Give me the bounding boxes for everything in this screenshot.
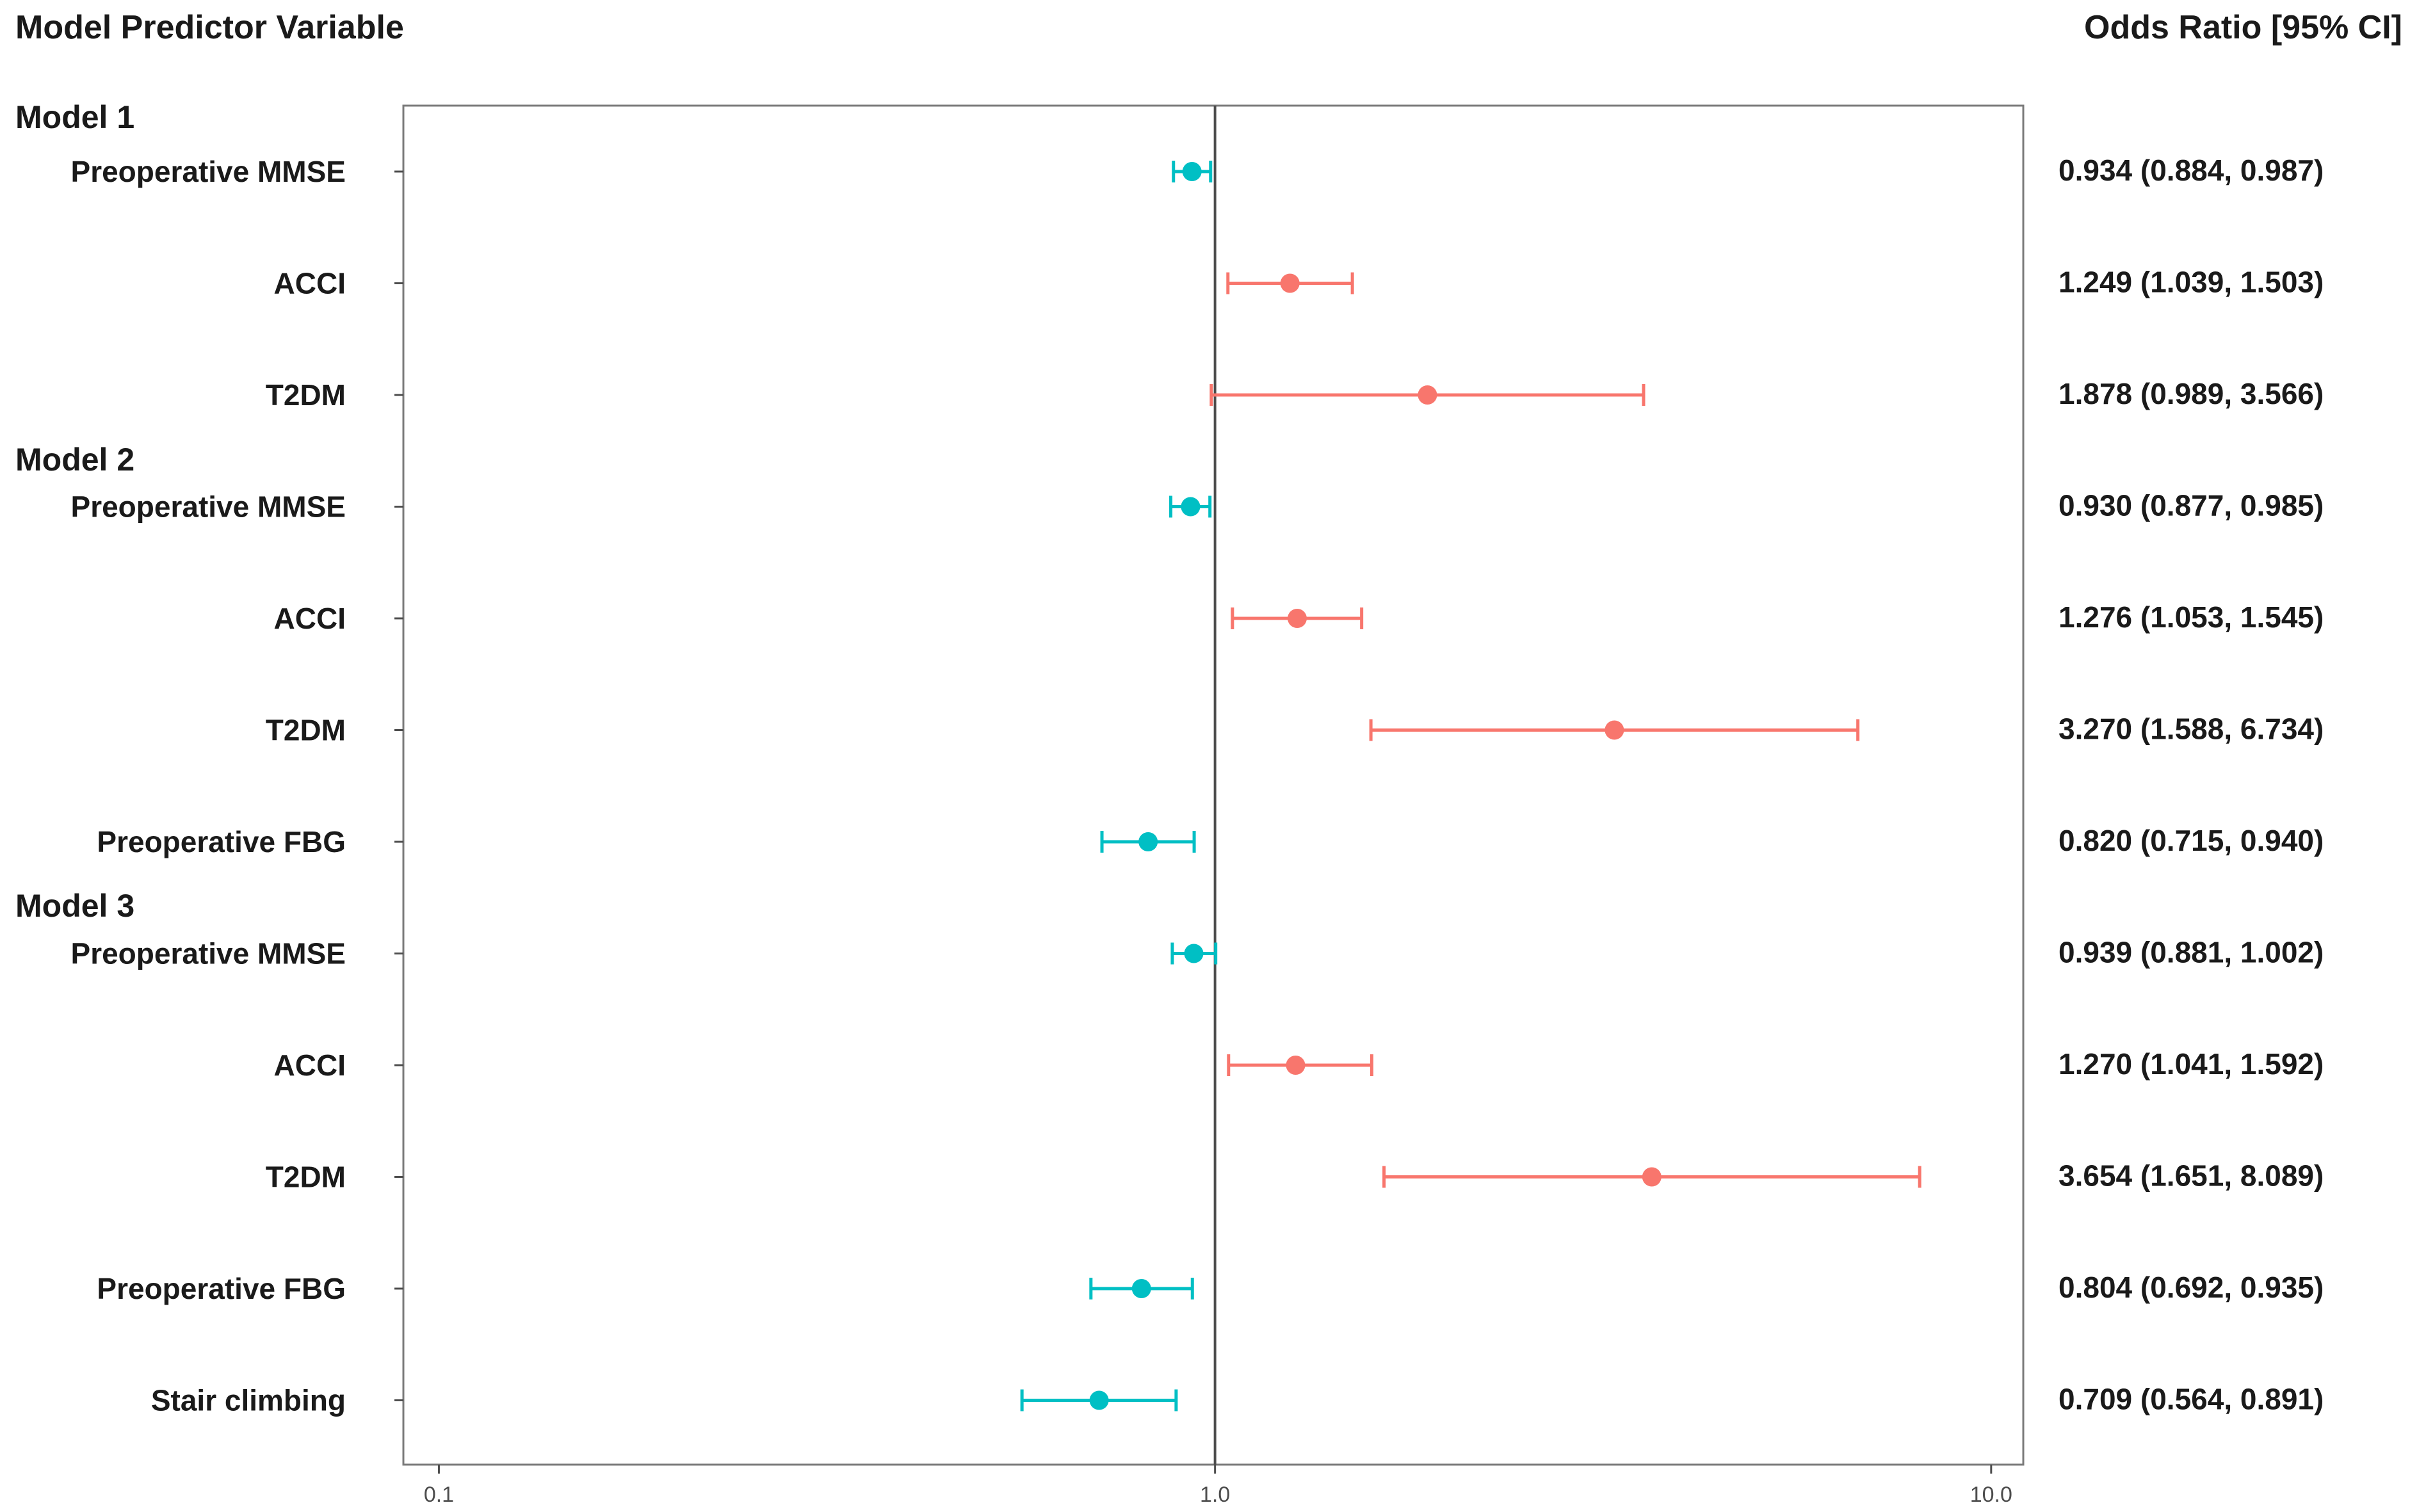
or-point — [1605, 720, 1624, 740]
forest-rows: Model 1 Preoperative MMSE 0.934 (0.884, 0.… — [15, 99, 2324, 1417]
or-value-label: 0.820 (0.715, 0.940) — [2058, 824, 2324, 857]
or-value-label: 3.654 (1.651, 8.089) — [2058, 1159, 2324, 1193]
or-point — [1642, 1167, 1662, 1187]
or-point — [1184, 944, 1204, 963]
or-value-label: 1.249 (1.039, 1.503) — [2058, 266, 2324, 299]
header-right: Odds Ratio [95% CI] — [2084, 9, 2402, 46]
or-point — [1181, 497, 1201, 517]
or-point — [1280, 273, 1300, 293]
or-value-label: 0.804 (0.692, 0.935) — [2058, 1271, 2324, 1304]
or-point — [1131, 1279, 1151, 1298]
row-label: ACCI — [274, 602, 346, 635]
group-label: Model 2 — [15, 442, 134, 478]
row-label: ACCI — [274, 267, 346, 300]
or-value-label: 0.939 (0.881, 1.002) — [2058, 936, 2324, 969]
row-label: Preoperative MMSE — [71, 155, 346, 188]
or-point — [1089, 1390, 1109, 1410]
group-label: Model 3 — [15, 888, 134, 924]
or-point — [1287, 609, 1307, 628]
or-point — [1182, 162, 1202, 181]
row-label: T2DM — [266, 1161, 346, 1194]
row-label: Preoperative FBG — [97, 1272, 346, 1305]
x-tick-label: 10.0 — [1970, 1483, 2012, 1507]
row-label: Preoperative FBG — [97, 825, 346, 858]
row-label: T2DM — [266, 714, 346, 747]
group-label: Model 1 — [15, 99, 134, 135]
or-value-label: 0.930 (0.877, 0.985) — [2058, 489, 2324, 522]
or-value-label: 0.709 (0.564, 0.891) — [2058, 1383, 2324, 1416]
row-label: ACCI — [274, 1049, 346, 1082]
or-value-label: 1.270 (1.041, 1.592) — [2058, 1047, 2324, 1081]
header-left: Model Predictor Variable — [15, 9, 404, 46]
x-tick-label: 0.1 — [424, 1483, 454, 1507]
or-point — [1138, 832, 1158, 851]
or-value-label: 0.934 (0.884, 0.987) — [2058, 154, 2324, 187]
or-value-label: 3.270 (1.588, 6.734) — [2058, 712, 2324, 746]
or-point — [1286, 1056, 1306, 1075]
x-axis: 0.1 1.0 10.0 — [424, 1465, 2012, 1507]
or-value-label: 1.878 (0.989, 3.566) — [2058, 377, 2324, 410]
row-label: Stair climbing — [151, 1384, 346, 1417]
x-tick-label: 1.0 — [1200, 1483, 1230, 1507]
or-value-label: 1.276 (1.053, 1.545) — [2058, 600, 2324, 634]
plot-panel — [402, 104, 2025, 1466]
row-label: T2DM — [266, 378, 346, 412]
row-label: Preoperative MMSE — [71, 490, 346, 524]
row-label: Preoperative MMSE — [71, 937, 346, 970]
or-point — [1418, 385, 1437, 405]
